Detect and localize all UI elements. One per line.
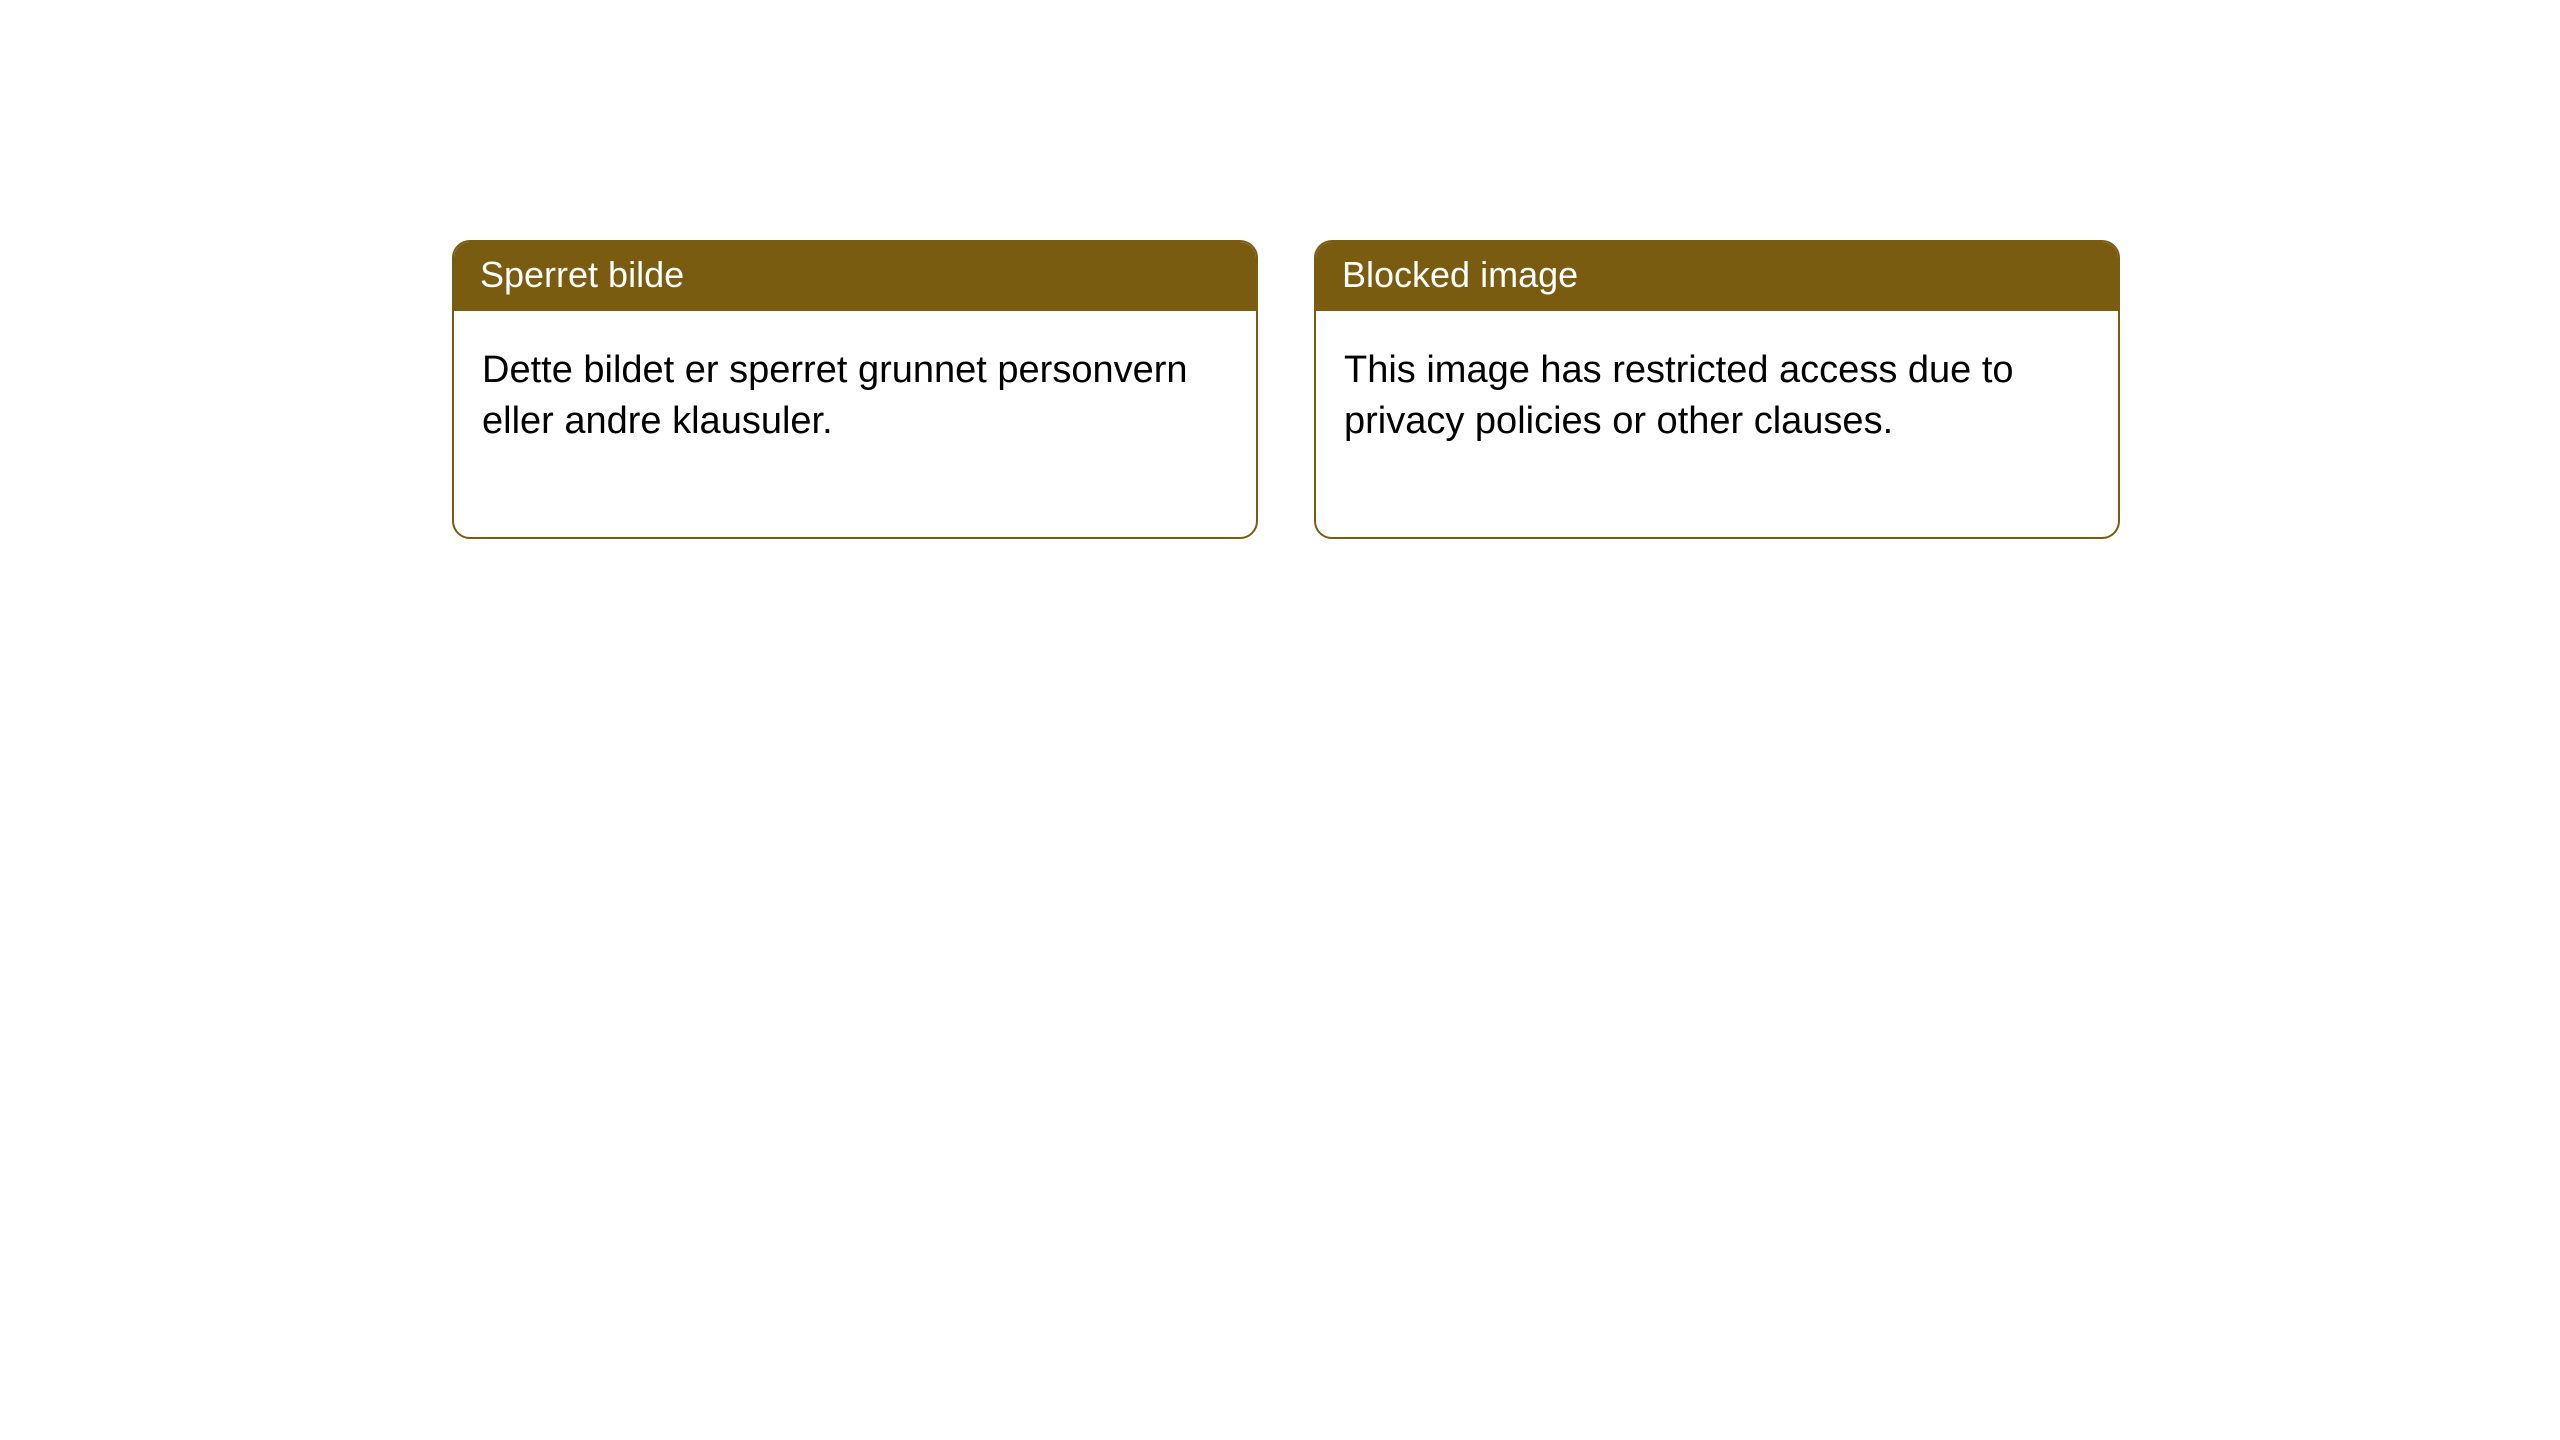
notice-card-norwegian: Sperret bilde Dette bildet er sperret gr… <box>452 240 1258 539</box>
notice-card-title: Blocked image <box>1316 242 2118 311</box>
notice-container: Sperret bilde Dette bildet er sperret gr… <box>0 0 2560 539</box>
notice-card-english: Blocked image This image has restricted … <box>1314 240 2120 539</box>
notice-card-title: Sperret bilde <box>454 242 1256 311</box>
notice-card-body: This image has restricted access due to … <box>1316 311 2118 538</box>
notice-card-body: Dette bildet er sperret grunnet personve… <box>454 311 1256 538</box>
